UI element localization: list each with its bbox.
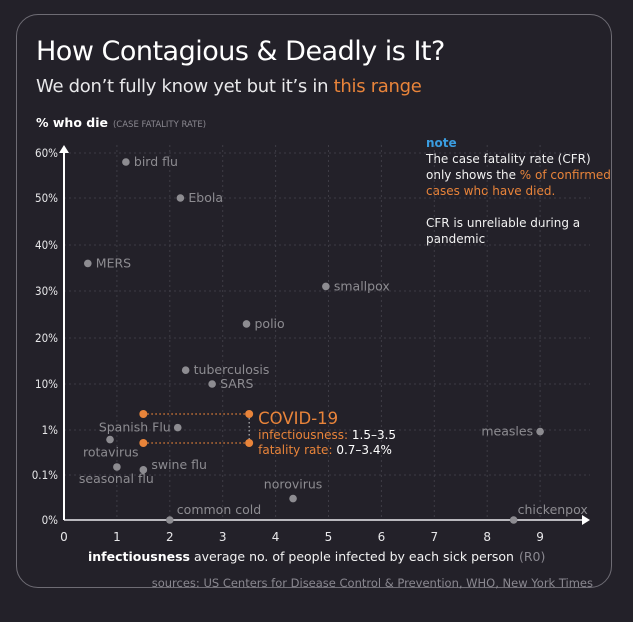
y-axis-title: % who die (CASE FATALITY RATE) [36,115,206,130]
x-tick-label: 2 [166,530,174,544]
data-point-label: swine flu [151,457,207,472]
x-axis-arrow-icon [582,515,590,525]
sources-text: sources: US Centers for Disease Control … [151,576,593,590]
x-tick-label: 6 [378,530,386,544]
note-box: note The case fatality rate (CFR) only s… [426,135,611,247]
page-title: How Contagious & Deadly is It? [36,36,445,67]
note-text-2: CFR is unreliable during a pandemic [426,216,581,246]
x-tick-label: 4 [272,530,280,544]
note-text-1: The case fatality rate (CFR) only shows … [426,151,611,199]
covid-infectiousness: infectiousness: 1.5–3.5 [258,428,396,442]
x-tick-label: 0 [60,530,68,544]
data-point [113,463,121,471]
data-point [181,366,190,375]
data-point [84,259,92,268]
covid-range-point [139,439,148,447]
data-point [242,320,251,328]
data-point-label: polio [255,316,285,331]
y-tick-label: 10% [35,377,58,391]
data-point-label: seasonal flu [79,471,154,486]
x-tick-label: 1 [113,530,121,544]
data-point-label: Ebola [188,190,223,205]
y-tick-label: 30% [35,284,58,298]
subtitle-highlight: this range [333,76,422,97]
subtitle: We don’t fully know yet but it’s in this… [36,76,422,97]
x-tick-label: 9 [536,530,544,544]
x-tick-label: 8 [483,530,491,544]
y-axis-label: % who die [36,115,108,130]
note-text-1-highlight: % of confirmed cases who have died. [426,168,611,198]
note-text-1-plain: The case fatality rate (CFR) only shows … [426,152,591,182]
y-tick-label: 20% [35,331,58,345]
y-tick-label: 0.1% [32,468,58,482]
x-tick-label: 7 [430,530,438,544]
y-tick-label: 1% [42,423,59,437]
data-point-label: measles [481,424,533,439]
x-axis-title-text: average no. of people infected by each s… [193,549,514,564]
subtitle-text: We don’t fully know yet but it’s in [36,76,334,97]
data-point [106,435,114,444]
data-point-label: bird flu [134,154,178,169]
data-point-label: MERS [96,255,131,270]
covid-fatality-label: fatality rate: [258,443,336,457]
y-axis-sublabel: (CASE FATALITY RATE) [112,120,207,130]
x-axis-title-bold: infectiousness [88,549,190,564]
y-tick-label: 50% [35,191,58,205]
covid-infectiousness-value: 1.5–3.5 [352,428,396,442]
covid-range-point [245,410,254,418]
data-point [139,466,148,474]
data-point [289,494,297,503]
covid-fatality-value: 0.7–3.4% [336,443,392,457]
data-point-label: tuberculosis [194,362,270,377]
x-axis-title-suffix: (R0) [518,549,546,564]
y-tick-label: 60% [35,146,58,160]
data-point-label: chickenpox [518,502,588,517]
x-tick-label: 5 [325,530,333,544]
covid-range-point [139,410,148,418]
data-point [208,380,216,388]
data-point [122,158,130,166]
covid-infectiousness-label: infectiousness: [258,428,352,442]
covid-label: COVID-19 [258,409,338,428]
covid-fatality: fatality rate: 0.7–3.4% [258,443,392,457]
data-point [322,282,330,291]
data-point-label: smallpox [334,278,390,293]
x-axis-title: infectiousness average no. of people inf… [88,549,545,564]
data-point [166,516,174,524]
y-tick-label: 40% [35,238,58,252]
y-tick-label: 0% [42,513,59,527]
covid-range-point [245,439,254,447]
x-tick-label: 3 [219,530,227,544]
chart-card [16,14,612,588]
data-point [509,516,518,524]
data-point [173,423,182,432]
data-point-label: SARS [220,376,253,391]
y-axis-arrow-icon [59,145,69,153]
data-point-label: common cold [177,502,261,517]
data-point-label: Spanish Flu [99,420,171,435]
data-point [536,427,544,436]
note-heading: note [426,136,457,150]
data-point [176,194,185,202]
data-point-label: rotavirus [83,445,139,460]
data-point-label: norovirus [264,477,323,492]
